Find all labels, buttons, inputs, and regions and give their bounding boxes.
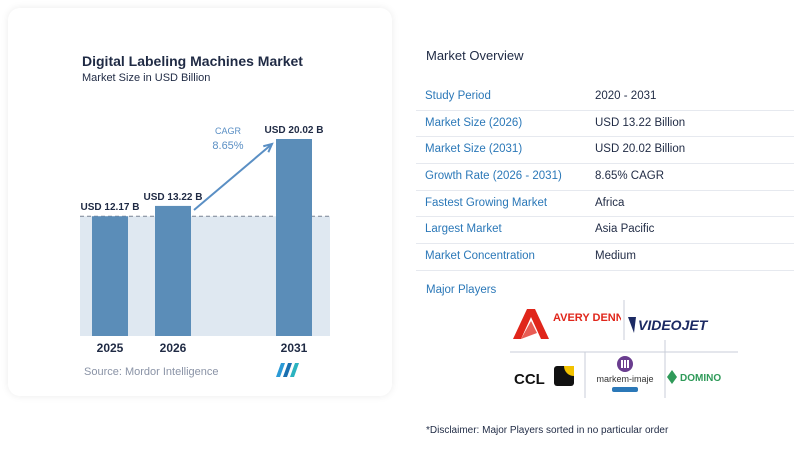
player-name: markem-imaje [596, 374, 653, 384]
row-value: Asia Pacific [595, 223, 655, 236]
row-value: 2020 - 2031 [595, 90, 657, 102]
row-key: Fastest Growing Market [425, 196, 548, 209]
videojet-logo: VIDEOJET [626, 310, 738, 340]
row-key: Largest Market [425, 223, 502, 236]
markem-imaje-icon: markem-imaje [596, 356, 654, 392]
player-name: DOMINO [680, 373, 721, 384]
ccl-logo: CCL [512, 362, 582, 392]
avery-dennison-icon: AVERY DENNISON [513, 309, 621, 339]
overview-table: Study Period 2020 - 2031 Market Size (20… [416, 84, 794, 271]
table-row: Market Size (2026) USD 13.22 Billion [416, 111, 794, 138]
avery-dennison-logo: AVERY DENNISON [510, 304, 622, 342]
player-name: VIDEOJET [638, 317, 709, 333]
disclaimer-text: *Disclaimer: Major Players sorted in no … [426, 425, 669, 436]
market-overview-panel: Market Overview Study Period 2020 - 2031… [410, 0, 800, 459]
row-key: Study Period [425, 90, 491, 102]
videojet-icon: VIDEOJET [628, 317, 709, 333]
row-key: Market Size (2026) [425, 116, 523, 129]
x-tick-2026: 2026 [160, 341, 187, 355]
bar-2026 [155, 205, 191, 336]
row-key: Market Concentration [425, 250, 535, 263]
row-value: USD 20.02 Billion [595, 143, 686, 156]
row-value: 8.65% CAGR [595, 170, 665, 183]
player-name: AVERY DENNISON [553, 312, 621, 324]
x-tick-2025: 2025 [97, 341, 124, 355]
row-value: Medium [595, 250, 636, 263]
table-row: Market Size (2031) USD 20.02 Billion [416, 137, 794, 165]
domino-logo: DOMINO [667, 364, 738, 390]
table-row: Largest Market Asia Pacific [416, 217, 794, 245]
cagr-arrow [193, 143, 273, 211]
overview-title: Market Overview [426, 48, 524, 63]
table-row: Market Concentration Medium [416, 244, 794, 271]
markem-imaje-logo: markem-imaje [586, 352, 664, 398]
ccl-icon: CCL [514, 366, 574, 388]
cagr-value: 8.65% [212, 140, 243, 152]
cagr-label: CAGR [215, 126, 242, 136]
player-name: CCL [514, 371, 545, 388]
chart-subtitle: Market Size in USD Billion [82, 72, 211, 84]
data-label-2031: USD 20.02 B [265, 125, 324, 136]
row-key: Market Size (2031) [425, 143, 523, 156]
major-players-title: Major Players [426, 284, 497, 296]
source-text: Source: Mordor Intelligence [84, 366, 219, 378]
row-key: Growth Rate (2026 - 2031) [425, 170, 562, 183]
table-row: Study Period 2020 - 2031 [416, 84, 794, 111]
bar-chart: USD 12.17 B 2025 USD 13.22 B 2026 USD 20.02 … [80, 125, 330, 355]
chart-title: Digital Labeling Machines Market [82, 53, 303, 69]
x-tick-2031: 2031 [281, 341, 308, 355]
domino-icon: DOMINO [667, 370, 721, 384]
cagr-arrow-head-icon [263, 142, 274, 153]
major-players-logos: AVERY DENNISON VIDEOJET CCL [510, 300, 738, 398]
logo-grid-lines [510, 300, 738, 398]
row-value: USD 13.22 Billion [595, 116, 686, 129]
row-value: Africa [595, 196, 625, 209]
data-label-2025: USD 12.17 B [81, 202, 140, 213]
bar-2031 [276, 139, 312, 336]
table-row: Fastest Growing Market Africa [416, 191, 794, 218]
bar-2025 [92, 216, 128, 336]
data-label-2026: USD 13.22 B [144, 192, 203, 203]
table-row: Growth Rate (2026 - 2031) 8.65% CAGR [416, 164, 794, 191]
mordor-logo-icon [276, 363, 302, 382]
